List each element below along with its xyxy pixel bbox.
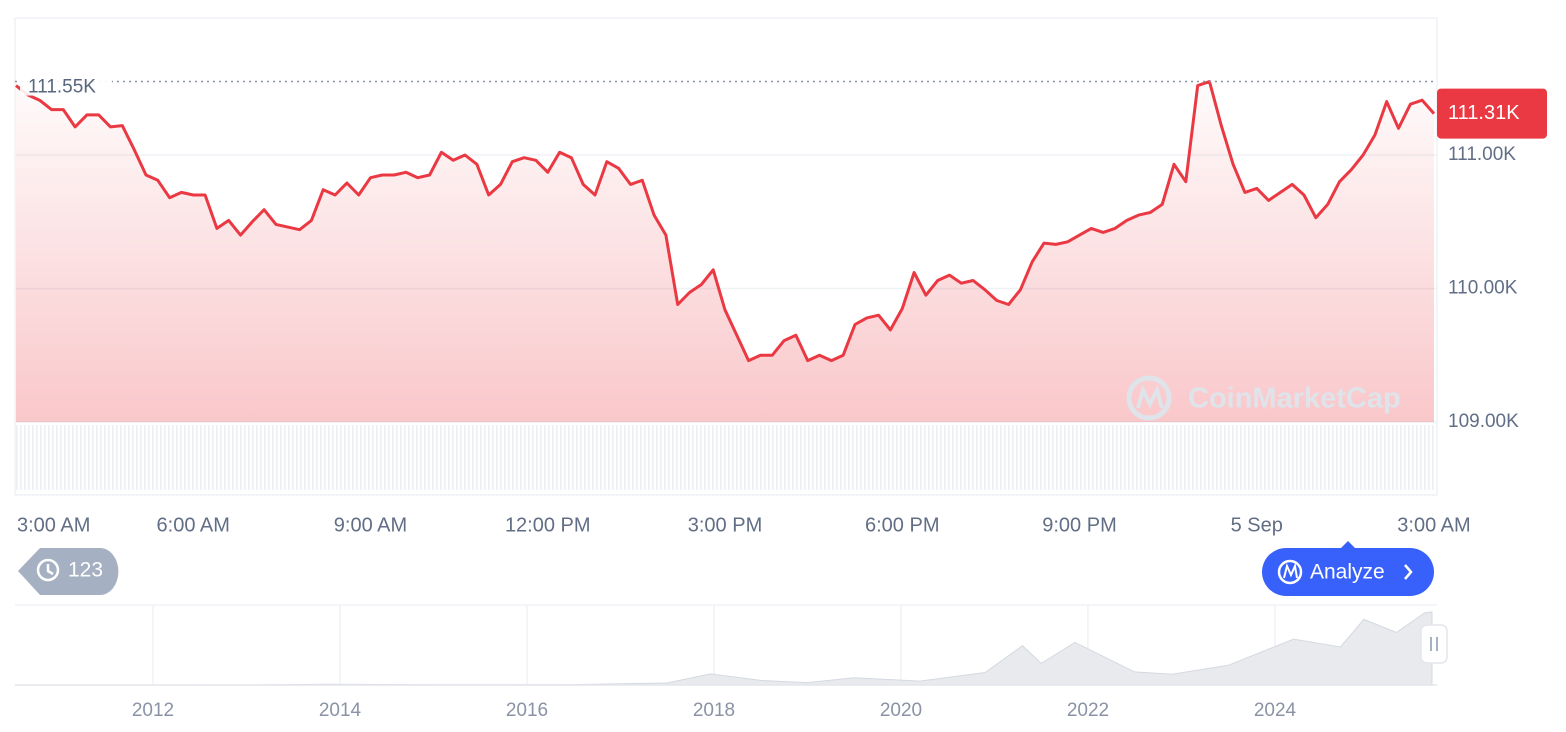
y-tick-label: 111.00K (1448, 144, 1516, 165)
volume-strip (16, 425, 1436, 495)
last-price-label: 111.31K (1448, 102, 1520, 124)
x-tick-label: 3:00 AM (1397, 514, 1470, 536)
x-tick-label: 6:00 AM (157, 514, 230, 536)
x-tick-label: 2020 (880, 700, 922, 721)
x-tick-label: 2022 (1067, 700, 1109, 721)
analyze-label: Analyze (1310, 561, 1385, 584)
navigator-handle[interactable] (1420, 624, 1448, 664)
x-tick-label: 9:00 PM (1042, 514, 1116, 536)
navigator (22, 605, 1433, 686)
last-price-badge (1437, 88, 1547, 139)
series: 111.55K (15, 67, 1437, 422)
x-tick-label: 12:00 PM (505, 514, 591, 536)
x-tick-label: 2024 (1254, 700, 1297, 721)
area-fill (16, 81, 1434, 422)
y-tick-label: 110.00K (1448, 278, 1518, 299)
x-tick-label: 2018 (693, 700, 735, 721)
x-tick-label: 5 Sep (1231, 514, 1283, 536)
x-tick-label: 2012 (132, 700, 174, 721)
x-tick-label: 3:00 PM (688, 514, 762, 536)
x-tick-label: 3:00 AM (17, 514, 90, 536)
reference-label-bg (20, 67, 112, 96)
price-line (15, 80, 1436, 363)
x-tick-label: 2014 (319, 700, 362, 721)
analyze-button[interactable]: Analyze (1262, 541, 1434, 596)
history-count: 123 (68, 559, 103, 582)
reference-label: 111.55K (28, 77, 96, 98)
x-tick-label: 9:00 AM (334, 514, 407, 536)
x-tick-label: 2016 (506, 700, 548, 721)
y-tick-label: 109.00K (1448, 411, 1519, 432)
navigator-area (22, 611, 1433, 686)
watermark: CoinMarketCap (1126, 375, 1401, 421)
watermark-text: CoinMarketCap (1188, 383, 1401, 415)
history-badge[interactable]: 123 (18, 548, 119, 595)
x-tick-label: 6:00 PM (865, 514, 939, 536)
